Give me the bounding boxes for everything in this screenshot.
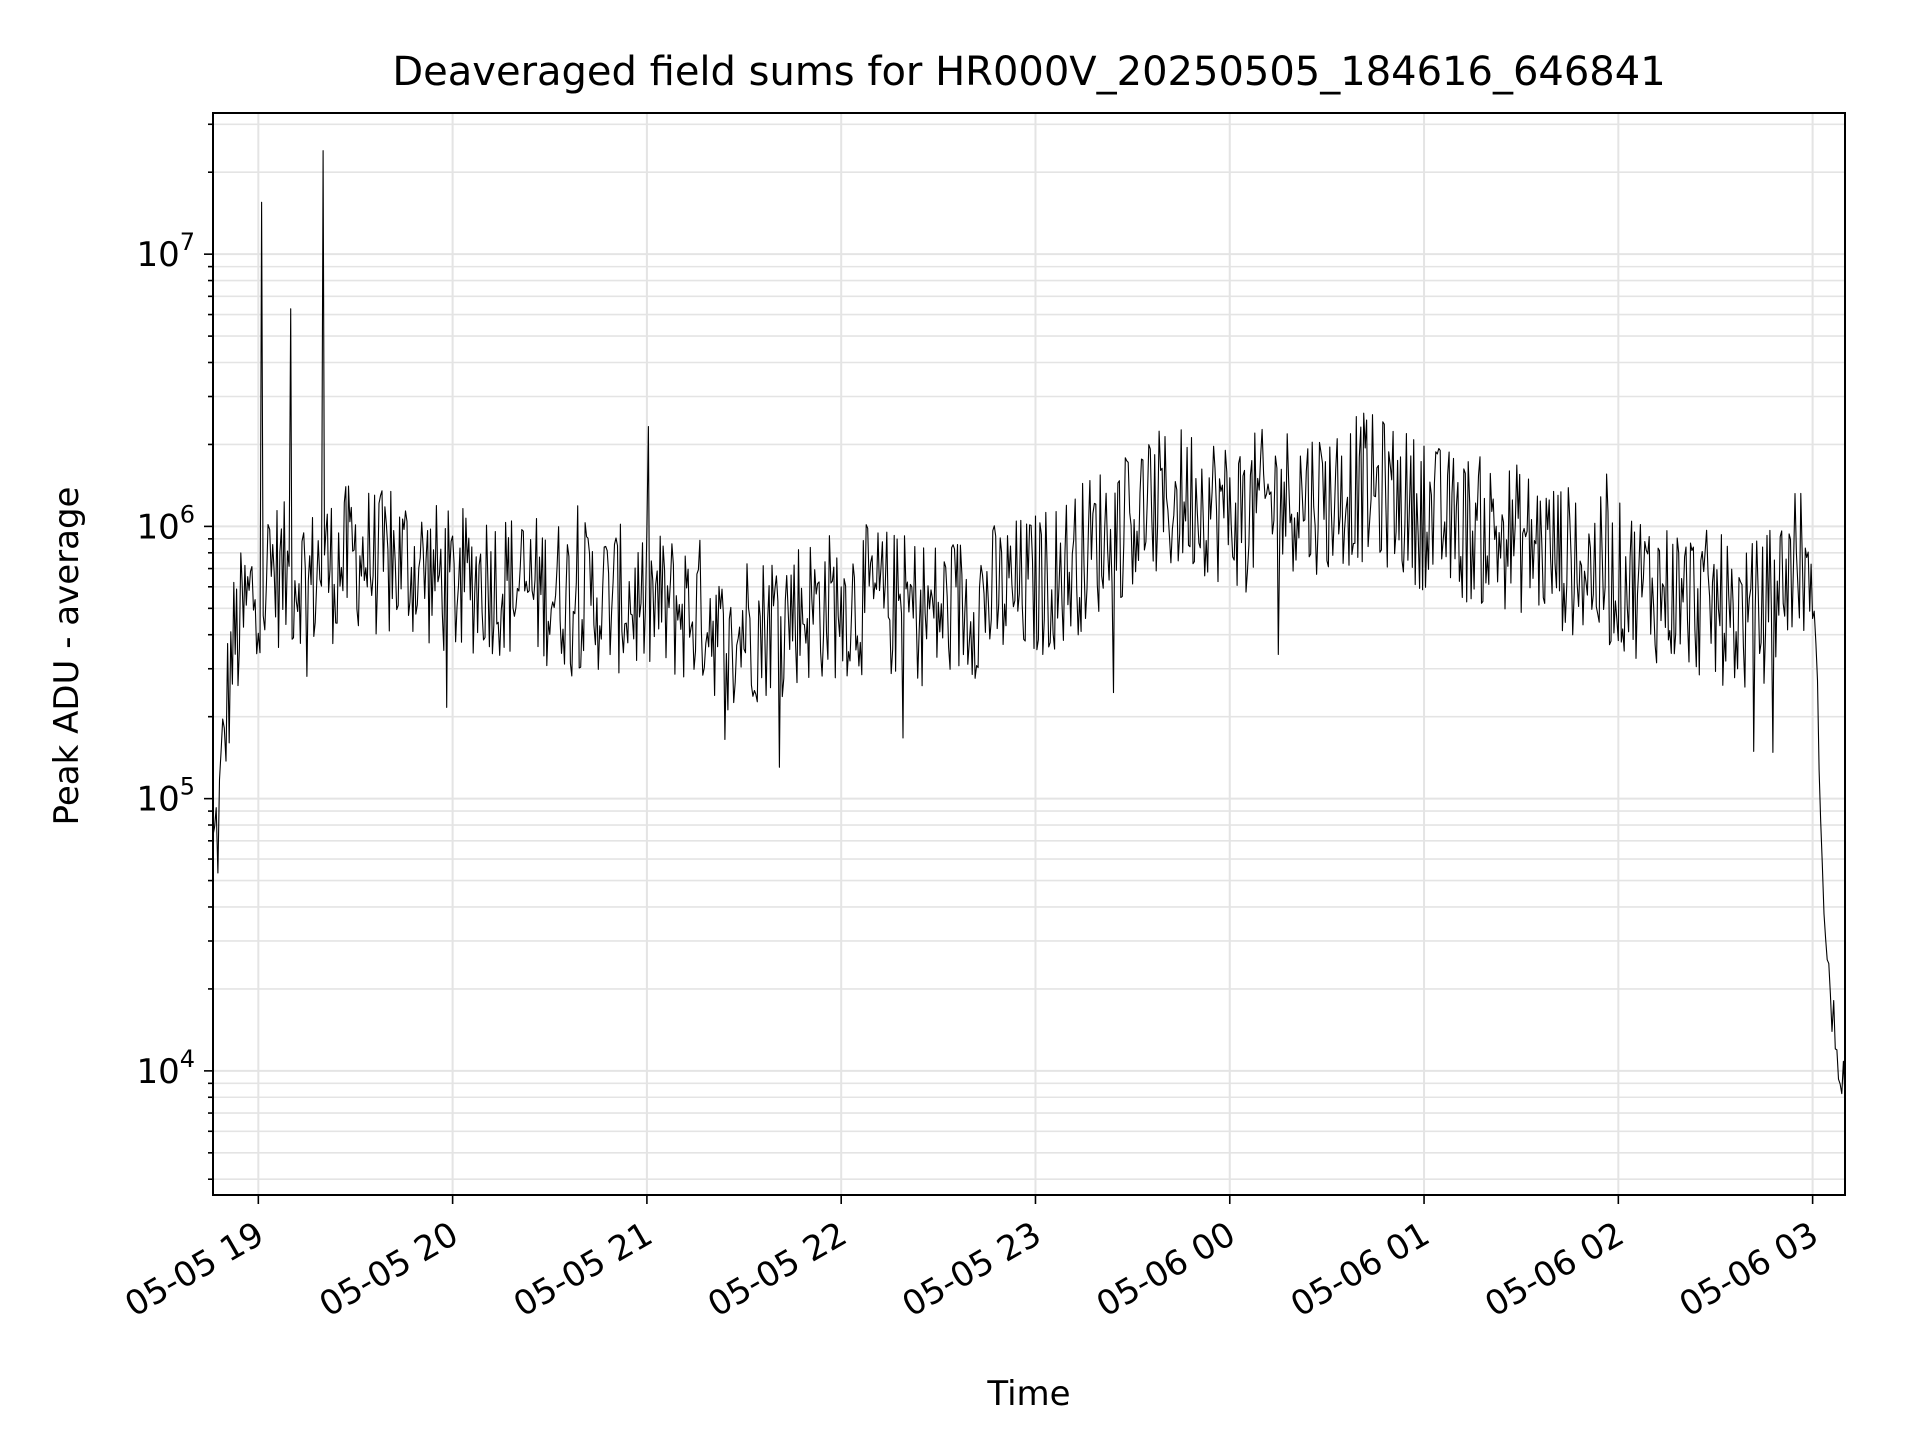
y-tick-exponent: 5	[180, 773, 195, 801]
y-tick-exponent: 7	[180, 228, 195, 256]
grid-lines	[213, 113, 1845, 1195]
series-layer	[212, 150, 1846, 1098]
chart-title: Deaveraged field sums for HR000V_2025050…	[392, 49, 1665, 95]
y-tick-base: 10	[136, 507, 179, 547]
y-tick-label: 105	[136, 773, 195, 820]
x-axis-label: Time	[986, 1374, 1070, 1414]
y-tick-exponent: 4	[180, 1045, 195, 1073]
y-tick-label: 106	[136, 500, 195, 547]
y-tick-base: 10	[136, 780, 179, 820]
y-tick-base: 10	[136, 1052, 179, 1092]
y-tick-exponent: 6	[180, 500, 195, 528]
plot-frame	[212, 112, 1846, 1196]
y-tick-base: 10	[136, 235, 179, 275]
y-tick-label: 107	[136, 228, 195, 275]
series-line	[212, 150, 1846, 1098]
y-axis-label: Peak ADU - average	[47, 487, 87, 826]
y-tick-label: 104	[136, 1045, 195, 1092]
